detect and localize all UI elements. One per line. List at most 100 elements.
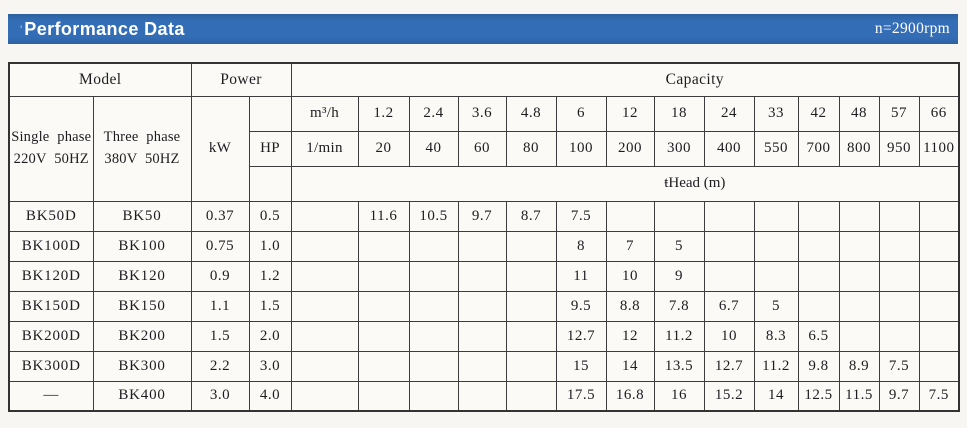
kw-value-cell: 0.37 bbox=[190, 200, 250, 232]
head-value-cell: 13.5 bbox=[653, 350, 705, 382]
head-value-cell bbox=[457, 350, 507, 382]
head-value-cell: 9 bbox=[653, 260, 705, 292]
flow-lmin-value: 400 bbox=[703, 130, 755, 167]
model-header: Model bbox=[8, 62, 192, 97]
head-value-cell bbox=[838, 200, 880, 232]
flow-m3h-value: 6 bbox=[555, 95, 607, 132]
head-value-cell bbox=[838, 320, 880, 352]
head-value-cell: 7.5 bbox=[555, 200, 607, 232]
head-value-cell: 11 bbox=[555, 260, 607, 292]
head-value-cell bbox=[918, 260, 960, 292]
head-value-cell bbox=[703, 260, 755, 292]
hp-value-cell: 2.0 bbox=[248, 320, 292, 352]
hp-value-cell: 3.0 bbox=[248, 350, 292, 382]
hp-value-cell: 4.0 bbox=[248, 380, 292, 412]
pump-data-row: — BK400 3.0 4.0 17.5 16.8 16 15.2 14 12.5 11.5 9.7 7… bbox=[8, 380, 960, 412]
head-value-cell bbox=[505, 260, 557, 292]
head-value-cell: 11.2 bbox=[753, 350, 799, 382]
head-value-cell bbox=[838, 260, 880, 292]
head-value-cell bbox=[878, 230, 920, 262]
flow-unit-m3h: m³/h bbox=[290, 95, 359, 132]
hp-value-cell: 1.0 bbox=[248, 230, 292, 262]
model-three-cell: BK150 bbox=[92, 290, 192, 322]
flow-lmin-value: 20 bbox=[357, 130, 410, 167]
head-value-cell bbox=[918, 350, 960, 382]
head-value-cell: 10.5 bbox=[408, 200, 459, 232]
model-three-cell: BK120 bbox=[92, 260, 192, 292]
flow-lmin-value: 950 bbox=[878, 130, 920, 167]
head-value-cell: 8.7 bbox=[505, 200, 557, 232]
head-value-cell bbox=[878, 290, 920, 322]
phase-label-line: Three phase bbox=[103, 129, 181, 146]
model-single-cell: — bbox=[8, 380, 94, 412]
kw-value-cell: 3.0 bbox=[190, 380, 250, 412]
flow-m3h-value: 18 bbox=[653, 95, 705, 132]
flow-m3h-value: 33 bbox=[753, 95, 799, 132]
head-value-cell bbox=[703, 230, 755, 262]
head-value-cell: 8.3 bbox=[753, 320, 799, 352]
head-value-cell bbox=[838, 290, 880, 322]
head-value-cell: 11.6 bbox=[357, 200, 410, 232]
model-three-cell: BK100 bbox=[92, 230, 192, 262]
phase-label-line: Single phase bbox=[11, 129, 92, 146]
flow-m3h-value: 24 bbox=[703, 95, 755, 132]
head-value-cell bbox=[753, 260, 799, 292]
head-value-cell bbox=[918, 290, 960, 322]
head-value-cell bbox=[797, 230, 840, 262]
head-value-cell: 6.5 bbox=[797, 320, 840, 352]
head-value-cell bbox=[457, 290, 507, 322]
flow-m3h-value: 2.4 bbox=[408, 95, 459, 132]
head-value-cell bbox=[703, 200, 755, 232]
head-value-cell: 9.8 bbox=[797, 350, 840, 382]
model-three-cell: BK300 bbox=[92, 350, 192, 382]
head-value-cell bbox=[838, 230, 880, 262]
head-value-cell bbox=[408, 260, 459, 292]
flow-m3h-value: 1.2 bbox=[357, 95, 410, 132]
flow-label-spacer bbox=[290, 230, 359, 262]
kw-unit-cell: kW bbox=[190, 95, 250, 202]
head-value-cell: 16.8 bbox=[605, 380, 655, 412]
flow-lmin-value: 1100 bbox=[918, 130, 960, 167]
head-value-cell: 10 bbox=[605, 260, 655, 292]
head-value-cell: 16 bbox=[653, 380, 705, 412]
head-value-cell bbox=[653, 200, 705, 232]
flow-lmin-value: 40 bbox=[408, 130, 459, 167]
phase-label-line: 380V 50HZ bbox=[104, 150, 180, 167]
flow-lmin-value: 100 bbox=[555, 130, 607, 167]
flow-m3h-value: 66 bbox=[918, 95, 960, 132]
head-value-cell bbox=[357, 290, 410, 322]
three-phase-header-cell: Three phase 380V 50HZ bbox=[92, 95, 192, 202]
pump-data-row: BK100D BK100 0.75 1.0 8 7 5 bbox=[8, 230, 960, 262]
head-value-cell: 12.5 bbox=[797, 380, 840, 412]
head-value-cell: 14 bbox=[753, 380, 799, 412]
head-value-cell bbox=[918, 230, 960, 262]
page-title: Performance Data bbox=[24, 18, 185, 39]
head-value-cell: 8.9 bbox=[838, 350, 880, 382]
head-value-cell: 8.8 bbox=[605, 290, 655, 322]
flow-lmin-value: 300 bbox=[653, 130, 705, 167]
flow-m3h-value: 57 bbox=[878, 95, 920, 132]
flow-m3h-value: 3.6 bbox=[457, 95, 507, 132]
head-value-cell bbox=[357, 230, 410, 262]
phase-label-line: 220V 50HZ bbox=[13, 150, 89, 167]
pump-data-row: BK150D BK150 1.1 1.5 9.5 8.8 7.8 6.7 5 bbox=[8, 290, 960, 322]
kw-value-cell: 0.75 bbox=[190, 230, 250, 262]
head-value-cell: 7 bbox=[605, 230, 655, 262]
head-value-cell bbox=[505, 320, 557, 352]
head-value-cell bbox=[753, 230, 799, 262]
model-single-cell: BK50D bbox=[8, 200, 94, 232]
head-value-cell bbox=[753, 200, 799, 232]
head-value-cell bbox=[797, 260, 840, 292]
head-value-cell: 9.7 bbox=[457, 200, 507, 232]
head-value-cell bbox=[457, 260, 507, 292]
rpm-label: n=2900rpm bbox=[874, 20, 950, 37]
flow-label-spacer bbox=[290, 320, 359, 352]
hp-column-spacer-bottom bbox=[248, 165, 292, 202]
flow-label-spacer bbox=[290, 260, 359, 292]
head-value-cell bbox=[457, 230, 507, 262]
flow-lmin-value: 60 bbox=[457, 130, 507, 167]
head-value-cell bbox=[457, 380, 507, 412]
flow-lmin-value: 80 bbox=[505, 130, 557, 167]
model-three-cell: BK200 bbox=[92, 320, 192, 352]
model-single-cell: BK150D bbox=[8, 290, 94, 322]
